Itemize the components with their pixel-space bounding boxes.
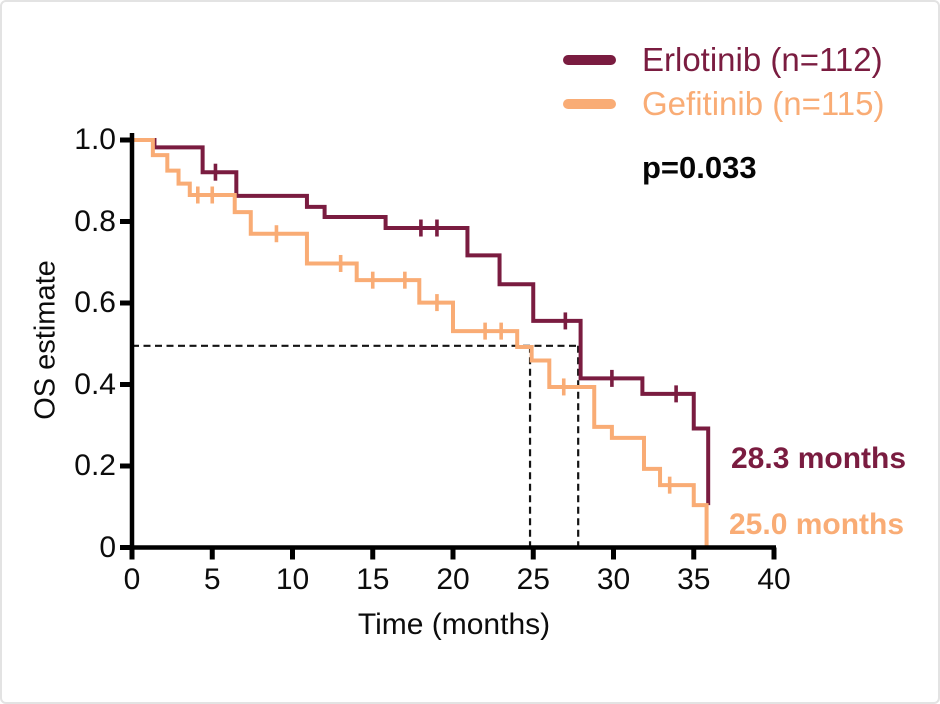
x-tick-label-25: 25 <box>516 563 550 596</box>
x-tick-label-15: 15 <box>356 563 390 596</box>
x-tick-label-35: 35 <box>677 563 711 596</box>
x-tick-label-30: 30 <box>596 563 631 596</box>
y-tick-label-0: 0 <box>99 530 116 564</box>
erlotinib-median-label: 28.3 months <box>731 442 907 475</box>
x-axis-title: Time (months) <box>357 608 551 641</box>
legend-item-gefitinib: Gefitinib (n=115) <box>563 82 884 126</box>
x-tick-label-0: 0 <box>123 563 141 596</box>
p-value-label: p=0.033 <box>642 150 757 185</box>
legend: Erlotinib (n=112) Gefitinib (n=115) <box>563 38 884 126</box>
legend-label-gefitinib: Gefitinib (n=115) <box>642 85 885 122</box>
survival-curve-gefitinib <box>132 138 709 548</box>
x-tick-label-20: 20 <box>436 563 470 596</box>
gefitinib-median-label: 25.0 months <box>729 508 905 541</box>
y-tick-label-0.2: 0.2 <box>74 449 116 482</box>
erlotinib-line-swatch <box>563 55 616 65</box>
y-axis-title: OS estimate <box>29 260 62 420</box>
y-tick-label-1.0: 1.0 <box>74 123 116 156</box>
x-tick-label-10: 10 <box>275 563 310 596</box>
legend-label-erlotinib: Erlotinib (n=112) <box>642 41 883 78</box>
y-tick-label-0.6: 0.6 <box>74 286 116 319</box>
gefitinib-line-swatch <box>563 99 616 109</box>
y-tick-label-0.8: 0.8 <box>74 204 116 238</box>
x-tick-label-5: 5 <box>203 563 221 596</box>
legend-item-erlotinib: Erlotinib (n=112) <box>563 38 884 82</box>
y-tick-label-0.4: 0.4 <box>74 367 116 401</box>
x-tick-label-40: 40 <box>757 563 791 596</box>
